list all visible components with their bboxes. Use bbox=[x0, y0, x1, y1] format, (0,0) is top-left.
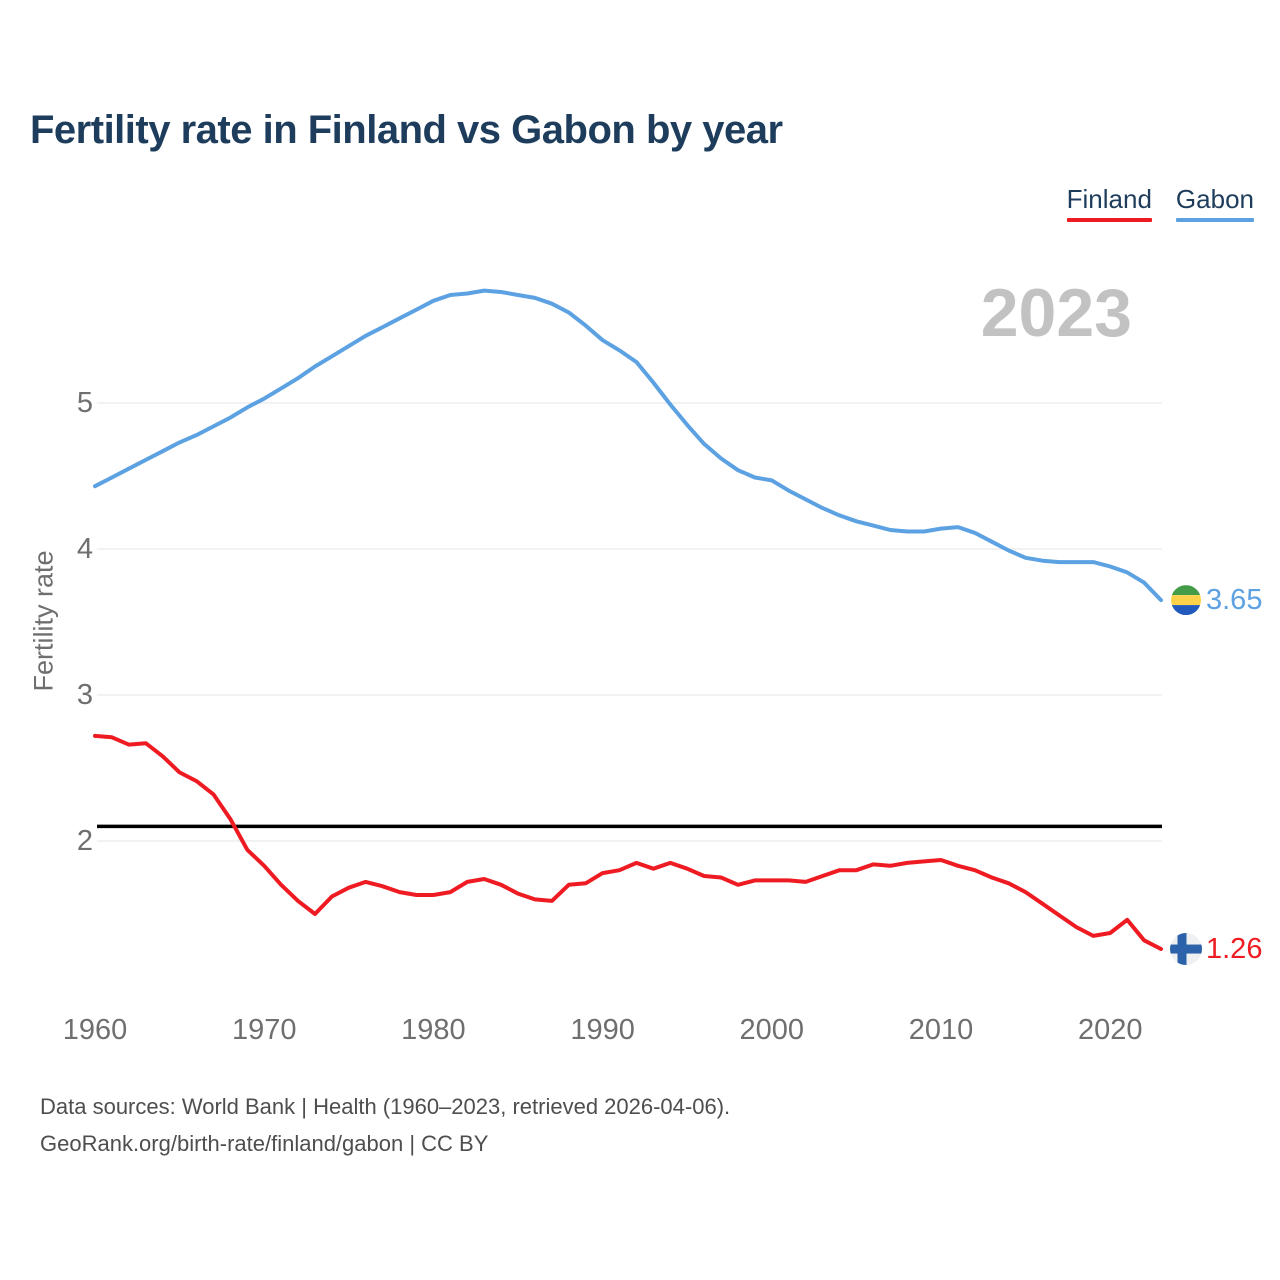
footer: Data sources: World Bank | Health (1960–… bbox=[40, 1088, 730, 1162]
y-tick-3: 3 bbox=[76, 679, 93, 711]
legend-label-gabon: Gabon bbox=[1175, 184, 1254, 214]
legend-underline-finland bbox=[1066, 218, 1152, 222]
chart-title: Fertility rate in Finland vs Gabon by ye… bbox=[30, 108, 783, 152]
legend: Finland Gabon bbox=[1066, 184, 1254, 222]
y-tick-5: 5 bbox=[76, 387, 93, 419]
x-tick-1970: 1970 bbox=[231, 1014, 297, 1046]
y-tick-2: 2 bbox=[76, 825, 93, 857]
y-tick-4: 4 bbox=[76, 533, 93, 565]
legend-item-gabon[interactable]: Gabon bbox=[1175, 184, 1254, 222]
legend-item-finland[interactable]: Finland bbox=[1066, 184, 1152, 222]
x-tick-2010: 2010 bbox=[908, 1014, 974, 1046]
series-line-gabon[interactable] bbox=[93, 288, 1163, 603]
legend-underline-gabon bbox=[1175, 218, 1254, 222]
legend-label-finland: Finland bbox=[1066, 184, 1152, 214]
x-tick-1990: 1990 bbox=[570, 1014, 635, 1046]
x-tick-1980: 1980 bbox=[401, 1014, 466, 1046]
x-tick-2020: 2020 bbox=[1077, 1014, 1143, 1046]
finland-flag-icon bbox=[1170, 933, 1202, 966]
x-tick-2000: 2000 bbox=[739, 1014, 805, 1046]
footer-attribution: GeoRank.org/birth-rate/finland/gabon | C… bbox=[40, 1131, 489, 1156]
end-value-finland: 1.26 bbox=[1206, 933, 1263, 966]
x-tick-1960: 1960 bbox=[62, 1014, 128, 1046]
year-watermark: 2023 bbox=[980, 275, 1132, 351]
gabon-flag-icon bbox=[1171, 585, 1201, 616]
footer-sources: Data sources: World Bank | Health (1960–… bbox=[40, 1094, 731, 1119]
series-line-finland[interactable] bbox=[93, 733, 1163, 951]
end-value-gabon: 3.65 bbox=[1206, 584, 1263, 617]
